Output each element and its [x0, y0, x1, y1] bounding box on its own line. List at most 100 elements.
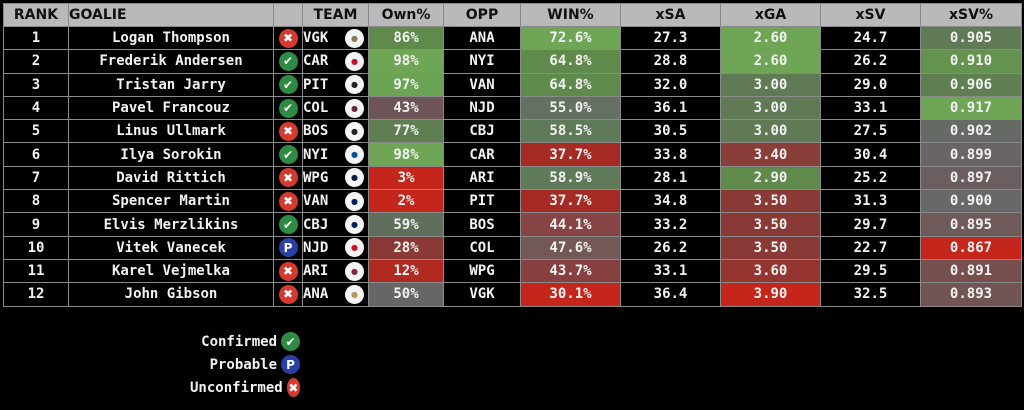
- table-row[interactable]: 11 Karel Vejmelka ✖ ARI ● 12% WPG 43.7% 3…: [3, 258, 1022, 284]
- xsv-cell: 33.1: [820, 95, 921, 121]
- team-logo-icon: ●: [345, 51, 364, 71]
- x-icon: ✖: [278, 191, 298, 211]
- header-opp[interactable]: OPP: [443, 3, 521, 27]
- win-cell: 44.1%: [520, 212, 621, 237]
- xsa-cell: 34.8: [620, 189, 721, 214]
- legend-label: Confirmed: [201, 333, 277, 350]
- goalie-name[interactable]: Tristan Jarry: [68, 72, 274, 97]
- opp-cell: BOS: [443, 212, 521, 237]
- rank-cell: 1: [3, 25, 69, 51]
- goalie-name[interactable]: Karel Vejmelka: [68, 258, 274, 284]
- check-icon: ✔: [278, 145, 298, 165]
- rank-cell: 6: [3, 142, 69, 167]
- team-abbr: NYI: [303, 146, 329, 163]
- header-rank[interactable]: RANK: [3, 3, 69, 27]
- table-row[interactable]: 12 John Gibson ✖ ANA ● 50% VGK 30.1% 36.4…: [3, 282, 1022, 307]
- goalie-name[interactable]: John Gibson: [68, 282, 274, 307]
- xsa-cell: 36.1: [620, 95, 721, 121]
- check-icon: ✔: [281, 332, 300, 351]
- xsv-cell: 29.5: [820, 258, 921, 284]
- table-row[interactable]: 8 Spencer Martin ✖ VAN ● 2% PIT 37.7% 34.…: [3, 189, 1022, 214]
- team-logo-icon: ●: [345, 28, 364, 48]
- win-cell: 55.0%: [520, 95, 621, 121]
- status-cell: ✔: [273, 212, 303, 237]
- legend-item: Unconfirmed ✖: [190, 376, 300, 399]
- goalie-name[interactable]: Linus Ullmark: [68, 119, 274, 144]
- xga-cell: 3.50: [720, 212, 821, 237]
- header-xsv[interactable]: xSV: [820, 3, 921, 27]
- xsv-cell: 29.7: [820, 212, 921, 237]
- xga-cell: 3.40: [720, 142, 821, 167]
- win-cell: 43.7%: [520, 258, 621, 284]
- opp-cell: VAN: [443, 72, 521, 97]
- team-cell: CBJ ●: [302, 212, 369, 237]
- opp-cell: WPG: [443, 258, 521, 284]
- xga-cell: 3.00: [720, 95, 821, 121]
- team-logo-icon: ●: [345, 145, 364, 165]
- header-own[interactable]: Own%: [368, 3, 444, 27]
- status-cell: ✖: [273, 25, 303, 51]
- team-abbr: PIT: [303, 76, 329, 93]
- x-icon: ✖: [278, 261, 298, 281]
- table-row[interactable]: 6 Ilya Sorokin ✔ NYI ● 98% CAR 37.7% 33.8…: [3, 142, 1022, 167]
- header-xsa[interactable]: xSA: [620, 3, 721, 27]
- header-goalie[interactable]: GOALIE: [68, 3, 274, 27]
- header-xsvp[interactable]: xSV%: [920, 3, 1022, 27]
- goalie-name[interactable]: Ilya Sorokin: [68, 142, 274, 167]
- check-icon: ✔: [278, 98, 298, 118]
- table-row[interactable]: 5 Linus Ullmark ✖ BOS ● 77% CBJ 58.5% 30.…: [3, 119, 1022, 144]
- legend-item: Confirmed ✔: [190, 330, 300, 353]
- table-row[interactable]: 9 Elvis Merzlikins ✔ CBJ ● 59% BOS 44.1% …: [3, 212, 1022, 237]
- table-row[interactable]: 2 Frederik Andersen ✔ CAR ● 98% NYI 64.8%…: [3, 49, 1022, 74]
- team-logo-icon: ●: [345, 75, 364, 95]
- rank-cell: 9: [3, 212, 69, 237]
- goalie-name[interactable]: Spencer Martin: [68, 189, 274, 214]
- opp-cell: NYI: [443, 49, 521, 74]
- header-xga[interactable]: xGA: [720, 3, 821, 27]
- xsa-cell: 33.1: [620, 258, 721, 284]
- xsv-cell: 22.7: [820, 235, 921, 260]
- goalie-name[interactable]: Pavel Francouz: [68, 95, 274, 121]
- rank-cell: 3: [3, 72, 69, 97]
- own-cell: 28%: [368, 235, 444, 260]
- xsvp-cell: 0.891: [920, 258, 1022, 284]
- team-abbr: VAN: [303, 193, 329, 210]
- xsvp-cell: 0.902: [920, 119, 1022, 144]
- team-cell: PIT ●: [302, 72, 369, 97]
- opp-cell: ANA: [443, 25, 521, 51]
- goalie-name[interactable]: Frederik Andersen: [68, 49, 274, 74]
- table-row[interactable]: 1 Logan Thompson ✖ VGK ● 86% ANA 72.6% 27…: [3, 25, 1022, 51]
- xsv-cell: 25.2: [820, 165, 921, 191]
- table-row[interactable]: 3 Tristan Jarry ✔ PIT ● 97% VAN 64.8% 32.…: [3, 72, 1022, 97]
- rank-cell: 5: [3, 119, 69, 144]
- team-cell: VAN ●: [302, 189, 369, 214]
- team-cell: NYI ●: [302, 142, 369, 167]
- header-win[interactable]: WIN%: [520, 3, 621, 27]
- win-cell: 58.5%: [520, 119, 621, 144]
- team-logo-icon: ●: [345, 261, 364, 281]
- check-icon: ✔: [278, 51, 298, 71]
- win-cell: 64.8%: [520, 49, 621, 74]
- rank-cell: 7: [3, 165, 69, 191]
- goalie-name[interactable]: Vitek Vanecek: [68, 235, 274, 260]
- xsa-cell: 32.0: [620, 72, 721, 97]
- xga-cell: 3.00: [720, 119, 821, 144]
- rank-cell: 12: [3, 282, 69, 307]
- own-cell: 98%: [368, 49, 444, 74]
- xsvp-cell: 0.897: [920, 165, 1022, 191]
- table-row[interactable]: 7 David Rittich ✖ WPG ● 3% ARI 58.9% 28.1…: [3, 165, 1022, 191]
- goalie-name[interactable]: David Rittich: [68, 165, 274, 191]
- table-row[interactable]: 10 Vitek Vanecek P NJD ● 28% COL 47.6% 26…: [3, 235, 1022, 260]
- header-team[interactable]: TEAM: [302, 3, 369, 27]
- status-cell: ✖: [273, 189, 303, 214]
- table-row[interactable]: 4 Pavel Francouz ✔ COL ● 43% NJD 55.0% 36…: [3, 95, 1022, 121]
- win-cell: 72.6%: [520, 25, 621, 51]
- team-cell: ANA ●: [302, 282, 369, 307]
- team-cell: WPG ●: [302, 165, 369, 191]
- xsa-cell: 27.3: [620, 25, 721, 51]
- goalie-name[interactable]: Elvis Merzlikins: [68, 212, 274, 237]
- legend-label: Probable: [209, 356, 277, 373]
- goalie-name[interactable]: Logan Thompson: [68, 25, 274, 51]
- team-abbr: ANA: [303, 286, 329, 303]
- xsa-cell: 30.5: [620, 119, 721, 144]
